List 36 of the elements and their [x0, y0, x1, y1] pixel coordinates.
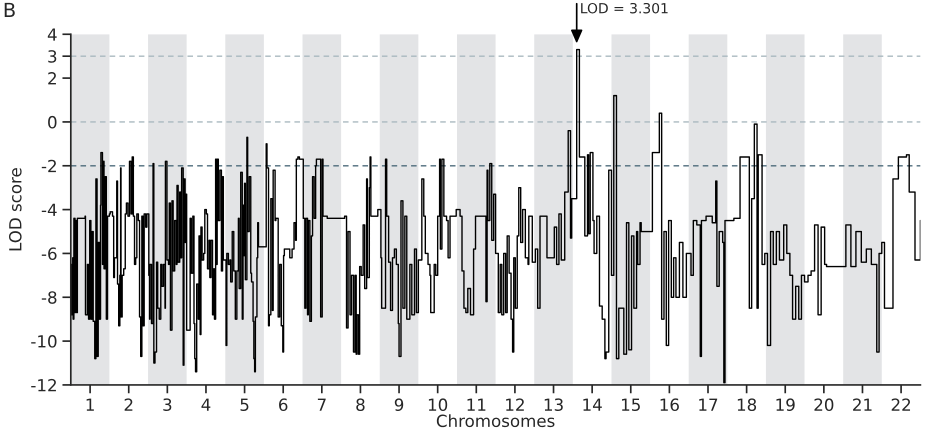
text: B: [4, 2, 15, 17]
x-tick-label: 5: [240, 398, 248, 412]
y-tick-label: 0: [48, 116, 56, 128]
x-tick-label: 11: [468, 398, 486, 411]
x-tick-label: 7: [318, 398, 326, 411]
x-tick-label: 6: [279, 398, 288, 412]
x-tick-label: 17: [699, 398, 718, 411]
x-tick-label: 12: [506, 398, 524, 411]
y-tick-label: -6: [42, 247, 57, 260]
x-tick-label: 1: [86, 398, 94, 411]
x-axis-title: Chromosomes: [436, 414, 554, 428]
x-tick-label: 8: [356, 398, 365, 412]
x-tick-label: 16: [660, 398, 679, 412]
y-tick-label: 2: [48, 72, 56, 84]
y-tick-label: -12: [31, 378, 56, 392]
x-tick-label: 22: [892, 398, 910, 411]
annotation: LOD = 3.301: [581, 2, 668, 14]
x-tick-label: 9: [394, 398, 404, 412]
x-tick-label: 2: [124, 398, 132, 411]
x-tick-label: 15: [622, 398, 640, 412]
x-tick-label: 21: [853, 398, 872, 411]
y-tick-label: 4: [48, 28, 57, 41]
y-tick-label: -8: [42, 291, 56, 304]
y-axis-title: LOD score: [8, 168, 22, 250]
y-tick-label: 3: [48, 50, 56, 63]
y-tick-label: -10: [31, 335, 56, 348]
x-tick-label: 3: [163, 398, 172, 412]
x-tick-label: 10: [428, 398, 448, 412]
x-tick-label: 18: [738, 398, 756, 412]
x-tick-label: 19: [776, 398, 795, 412]
x-tick-label: 20: [814, 398, 834, 412]
x-tick-label: 13: [544, 398, 563, 412]
y-tick-label: -4: [42, 204, 57, 216]
y-tick-label: -2: [42, 160, 56, 172]
x-tick-label: 4: [201, 398, 210, 411]
x-tick-label: 14: [583, 398, 602, 411]
